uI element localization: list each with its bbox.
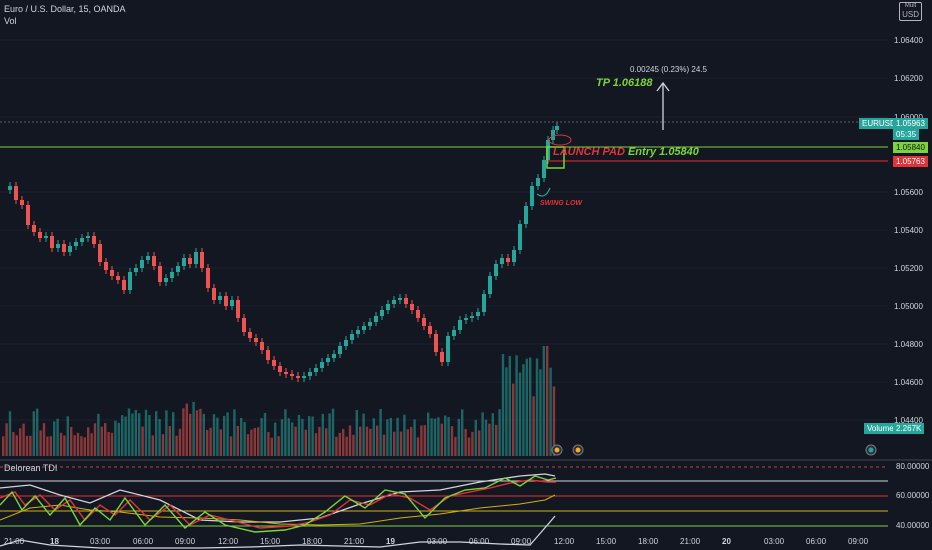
stop-price-tag[interactable]: 1.05763	[893, 156, 928, 167]
time-tick: 09:00	[848, 537, 869, 546]
time-tick: 03:00	[764, 537, 785, 546]
tp-arrow-head	[656, 81, 670, 92]
time-tick: 09:00	[511, 537, 532, 546]
take-profit-label[interactable]: TP 1.06188	[596, 77, 653, 89]
launch-pad-marker	[548, 134, 572, 146]
symbol-tag[interactable]: EURUSD	[859, 118, 899, 129]
time-tick: 21:00	[4, 537, 25, 546]
candlesticks	[8, 122, 559, 382]
launch-pad-label: LAUNCH PAD	[553, 146, 625, 158]
price-tick: 1.04800	[894, 340, 923, 349]
tdi-level: 80.00000	[896, 462, 930, 471]
time-tick: 21:00	[680, 537, 701, 546]
countdown-tag: 05:35	[893, 129, 920, 140]
time-tick: 18:00	[638, 537, 659, 546]
tdi-level: 40.00000	[896, 521, 930, 530]
time-tick: 06:00	[806, 537, 827, 546]
currency-unit[interactable]: Mult USD	[899, 2, 922, 21]
volume-indicator-label[interactable]: Vol	[4, 16, 17, 26]
time-tick: 12:00	[554, 537, 575, 546]
volume-value-tag: 2.267K	[893, 423, 925, 434]
tdi-level: 60.00000	[896, 491, 930, 500]
time-tick: 15:00	[260, 537, 281, 546]
entry-label: Entry 1.05840	[627, 146, 699, 158]
volume-bars	[2, 346, 556, 456]
price-tick: 1.06200	[894, 74, 923, 83]
entry-price-tag[interactable]: 1.05840	[893, 142, 928, 153]
price-tick: 1.06000	[894, 113, 923, 122]
entry-annotation[interactable]: LAUNCH PAD Entry 1.05840	[553, 146, 699, 158]
tdi-indicator	[0, 466, 888, 549]
entry-box	[546, 146, 565, 169]
price-tick: 1.05000	[894, 302, 923, 311]
time-tick: 15:00	[596, 537, 617, 546]
swing-low-label[interactable]: SWING LOW	[540, 200, 582, 207]
chart-grid	[0, 39, 888, 421]
tdi-title[interactable]: Delorean TDI	[4, 463, 58, 473]
measure-readout: 0.00245 (0.23%) 24.5	[630, 65, 707, 74]
event-icon[interactable]	[575, 447, 581, 453]
time-tick: 06:00	[133, 537, 154, 546]
price-tick: 1.05600	[894, 188, 923, 197]
current-price-tag[interactable]: 1.05963	[893, 118, 928, 129]
time-tick: 12:00	[218, 537, 239, 546]
symbol-title[interactable]: Euro / U.S. Dollar, 15, OANDA	[4, 4, 126, 14]
price-tick: 1.05200	[894, 264, 923, 273]
event-icon[interactable]	[554, 447, 560, 453]
time-tick: 09:00	[175, 537, 196, 546]
time-tick: 19	[386, 537, 395, 546]
price-tick: 1.04400	[894, 416, 923, 425]
volume-tag-label: Volume	[864, 423, 897, 434]
price-tick: 1.05400	[894, 226, 923, 235]
time-tick: 18:00	[302, 537, 323, 546]
price-tick: 1.04600	[894, 378, 923, 387]
time-tick: 20	[722, 537, 731, 546]
swing-low-marker	[536, 187, 551, 197]
time-tick: 18	[50, 537, 59, 546]
time-tick: 06:00	[469, 537, 490, 546]
price-tick: 1.06400	[894, 36, 923, 45]
time-tick: 21:00	[344, 537, 365, 546]
time-tick: 03:00	[427, 537, 448, 546]
time-tick: 03:00	[90, 537, 111, 546]
event-icon[interactable]	[868, 447, 874, 453]
